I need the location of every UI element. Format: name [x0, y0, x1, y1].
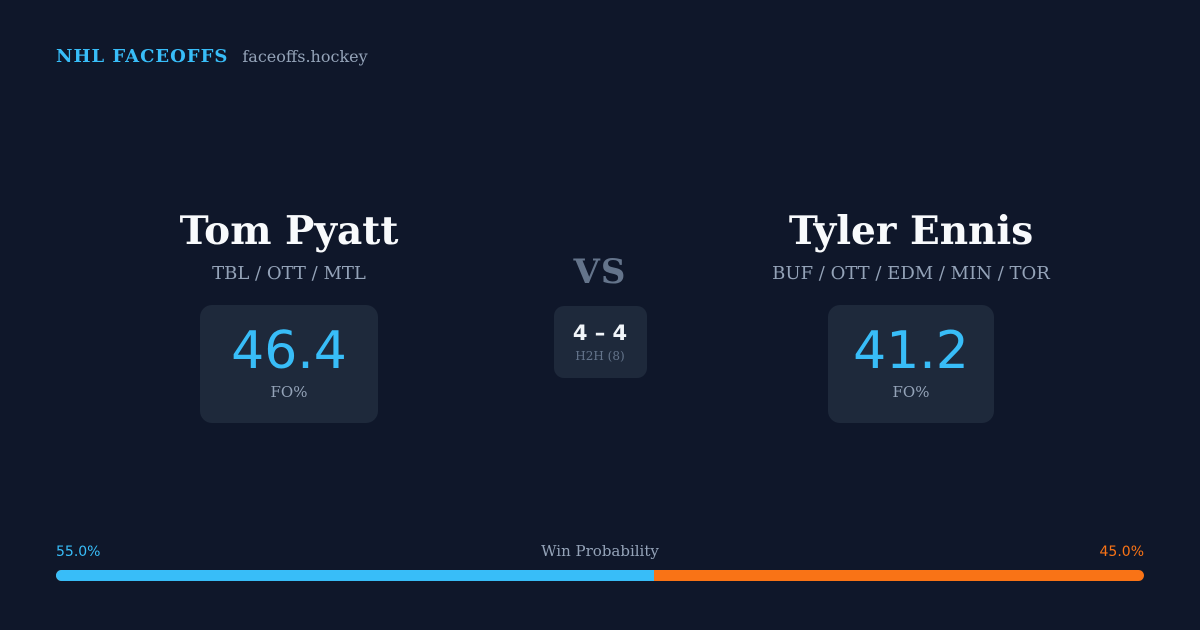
win-probability-left-pct: 55.0%: [56, 544, 101, 560]
h2h-label: H2H (8): [575, 349, 625, 363]
win-probability-bar: [56, 570, 1144, 581]
win-probability-fill: [56, 570, 655, 581]
brand-header: NHL FACEOFFS faceoffs.hockey: [56, 46, 368, 76]
player-left: Tom Pyatt TBL / OTT / MTL 46.4 FO%: [90, 205, 488, 423]
player-left-teams: TBL / OTT / MTL: [212, 263, 366, 284]
player-left-stat-card: 46.4 FO%: [200, 305, 378, 423]
win-probability: 55.0% Win Probability 45.0%: [56, 540, 1144, 581]
h2h-card: 4 – 4 H2H (8): [553, 306, 647, 378]
player-right-name: Tyler Ennis: [788, 208, 1034, 254]
win-probability-title: Win Probability: [541, 542, 659, 560]
win-probability-right-pct: 45.0%: [1099, 544, 1144, 560]
player-left-faceoff-pct: 46.4: [231, 321, 347, 381]
player-right-stat-card: 41.2 FO%: [828, 305, 994, 423]
versus-section: VS 4 – 4 H2H (8): [540, 250, 660, 378]
player-left-stat-label: FO%: [270, 383, 308, 401]
vs-label: VS: [573, 252, 627, 292]
brand-name[interactable]: NHL FACEOFFS: [56, 46, 229, 67]
win-probability-labels: 55.0% Win Probability 45.0%: [56, 540, 1144, 564]
h2h-score: 4 – 4: [572, 321, 628, 345]
player-right-teams: BUF / OTT / EDM / MIN / TOR: [772, 263, 1050, 284]
player-right-faceoff-pct: 41.2: [853, 321, 969, 381]
player-left-name: Tom Pyatt: [179, 208, 399, 254]
player-right: Tyler Ennis BUF / OTT / EDM / MIN / TOR …: [712, 205, 1110, 423]
player-right-stat-label: FO%: [892, 383, 930, 401]
brand-domain[interactable]: faceoffs.hockey: [242, 47, 368, 66]
